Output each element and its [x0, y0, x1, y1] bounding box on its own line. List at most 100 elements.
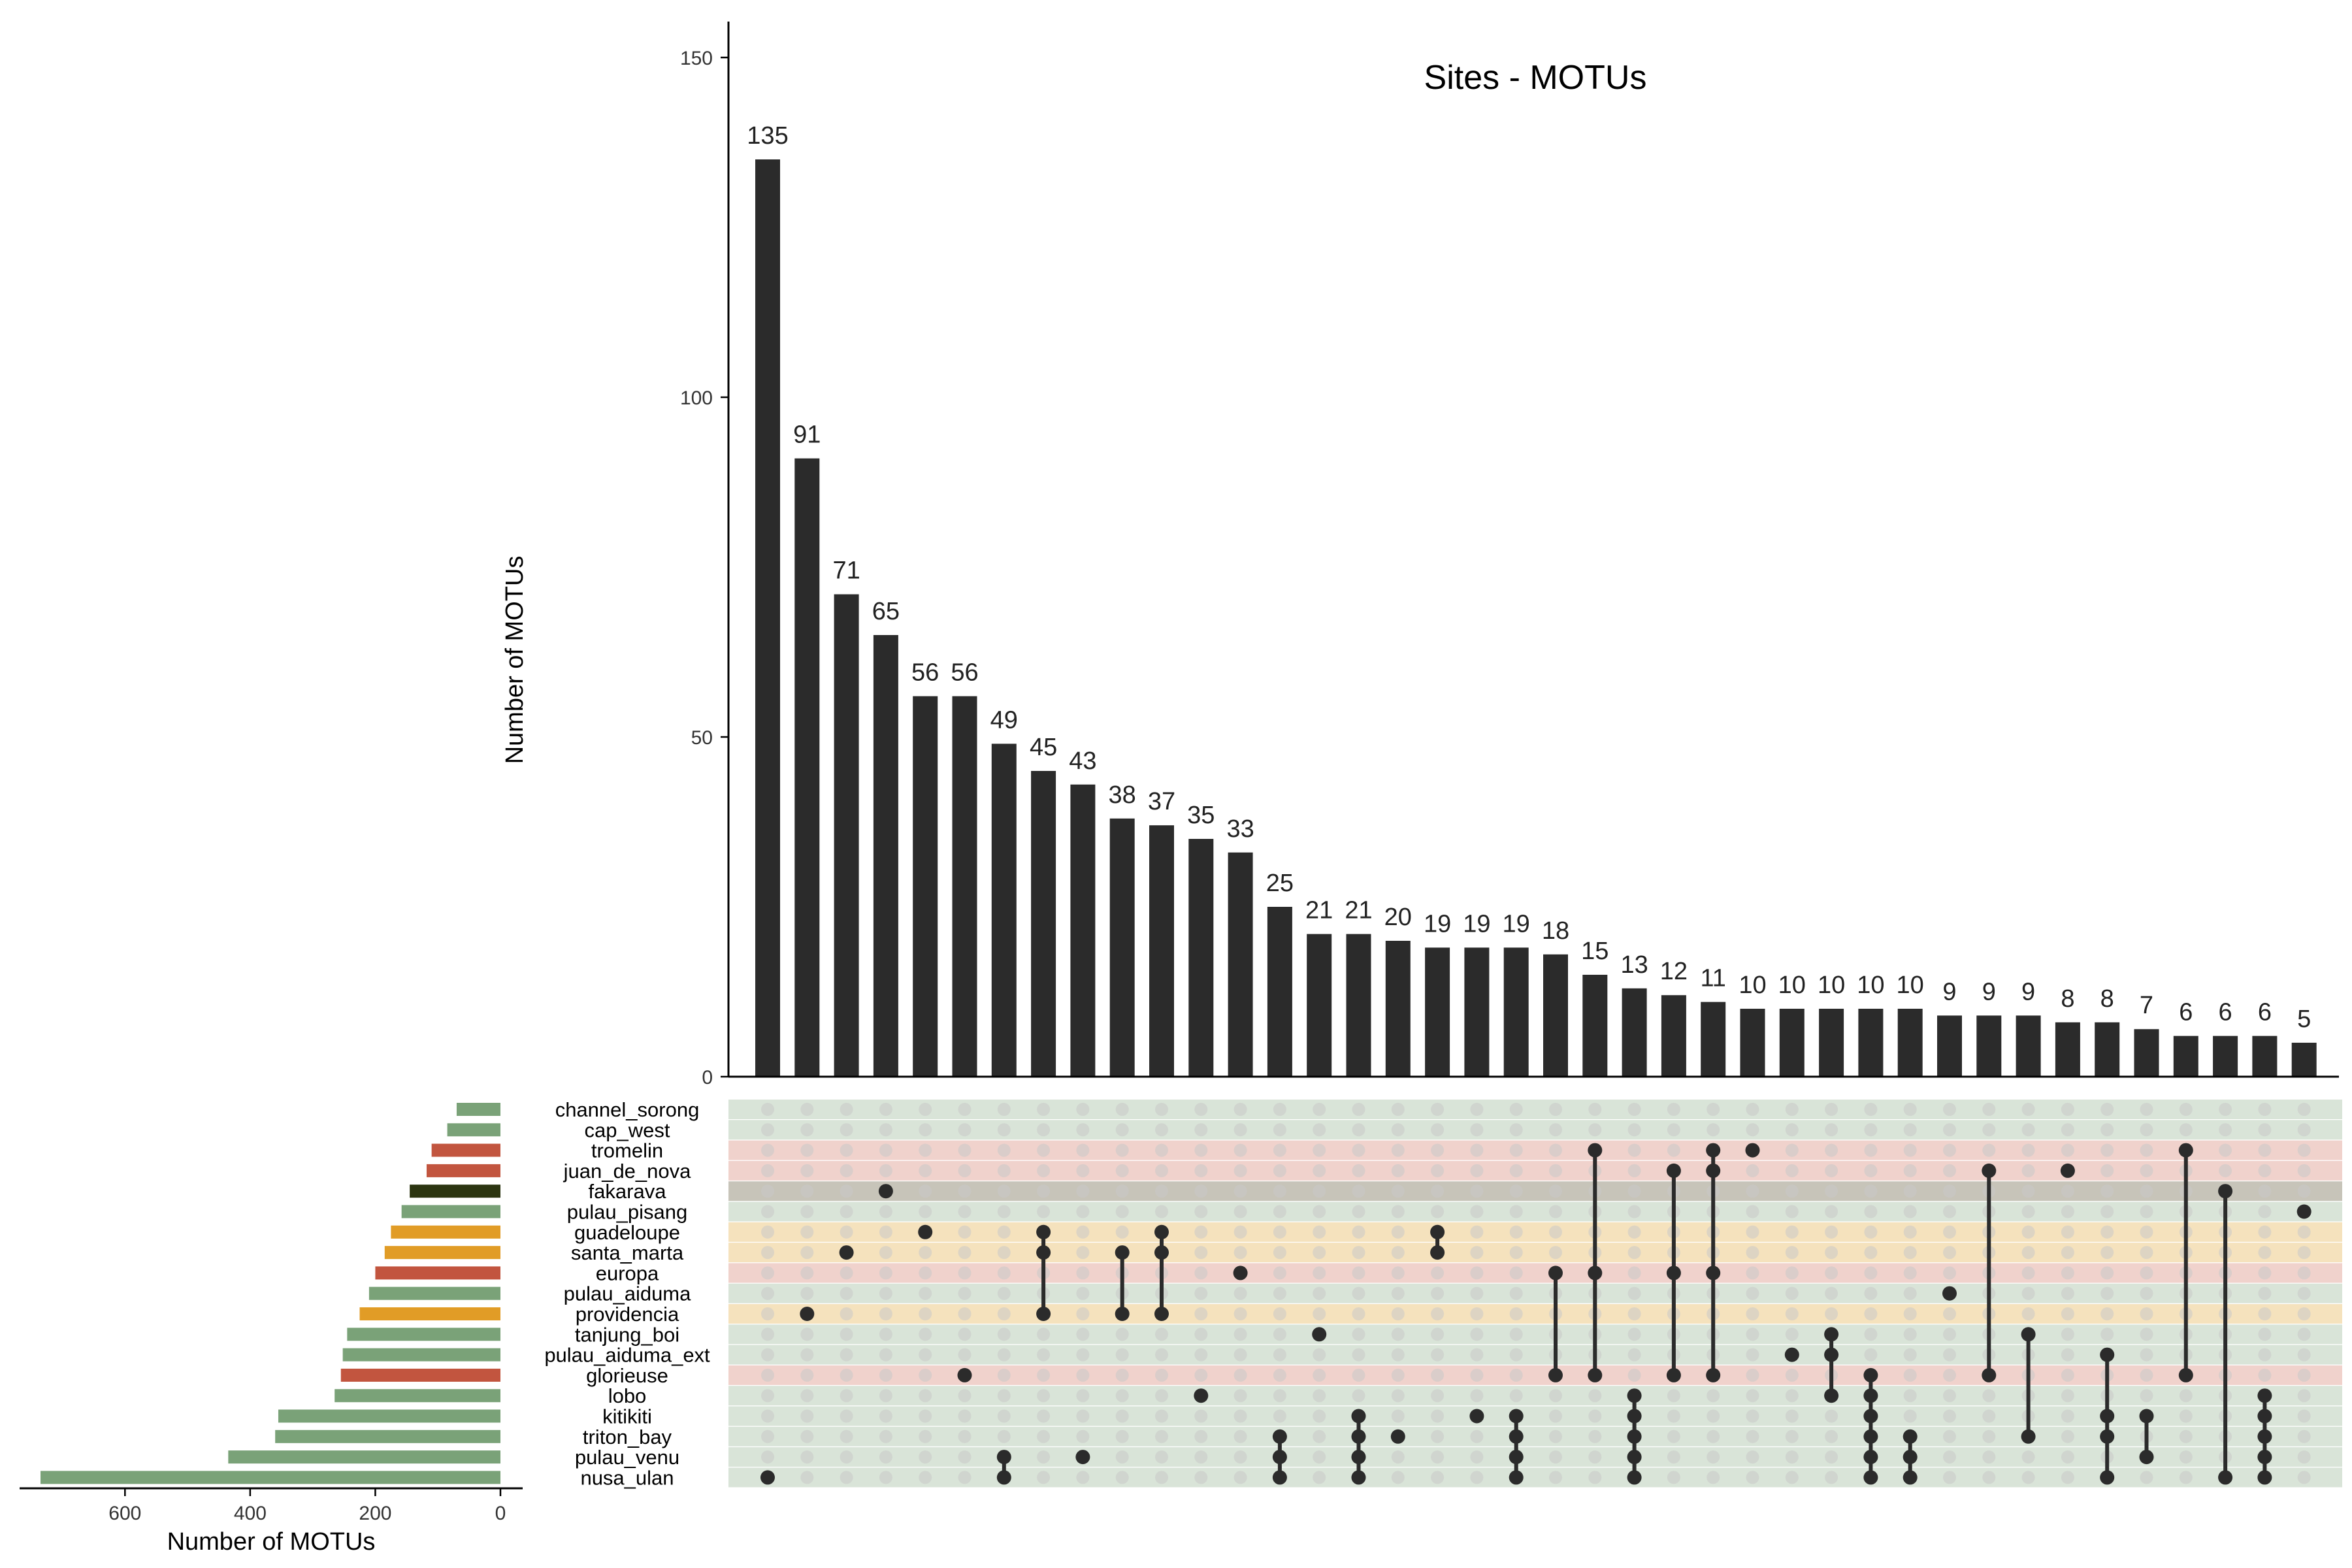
empty-dot [1903, 1123, 1917, 1137]
empty-dot [1233, 1123, 1247, 1137]
empty-dot [879, 1286, 892, 1300]
empty-dot [1273, 1103, 1286, 1116]
empty-dot [958, 1246, 972, 1260]
intersection-bar-label: 9 [1982, 978, 1996, 1005]
empty-dot [919, 1348, 932, 1362]
empty-dot [1352, 1368, 1365, 1382]
empty-dot [2297, 1143, 2311, 1157]
empty-dot [2179, 1429, 2193, 1443]
matrix-empty-dots [761, 1103, 2311, 1484]
empty-dot [997, 1429, 1011, 1443]
empty-dot [2061, 1205, 2074, 1218]
intersection-bar [913, 696, 938, 1077]
empty-dot [1273, 1143, 1286, 1157]
empty-dot [1470, 1103, 1484, 1116]
empty-dot [879, 1103, 892, 1116]
empty-dot [1313, 1184, 1326, 1198]
empty-dot [1313, 1450, 1326, 1464]
empty-dot [1273, 1348, 1286, 1362]
empty-dot [1903, 1328, 1917, 1341]
empty-dot [1431, 1184, 1445, 1198]
empty-dot [1903, 1348, 1917, 1362]
empty-dot [1391, 1205, 1405, 1218]
intersection-bar [1937, 1015, 1962, 1077]
empty-dot [2219, 1143, 2232, 1157]
active-dot [1745, 1143, 1760, 1158]
set-axis-tick-label: 600 [108, 1503, 141, 1524]
set-label-pulau_aiduma_ext: pulau_aiduma_ext [544, 1344, 710, 1367]
empty-dot [1155, 1143, 1168, 1157]
empty-dot [1076, 1409, 1090, 1423]
empty-dot [1076, 1266, 1090, 1280]
empty-dot [1549, 1225, 1562, 1239]
empty-dot [1943, 1225, 1956, 1239]
empty-dot [1470, 1205, 1484, 1218]
empty-dot [1627, 1164, 1641, 1177]
intersection-bar-label: 25 [1266, 870, 1294, 897]
empty-dot [2258, 1307, 2272, 1320]
empty-dot [1825, 1103, 1838, 1116]
intersection-bar-label: 37 [1148, 788, 1175, 815]
intersection-bar [2291, 1043, 2317, 1077]
empty-dot [1825, 1246, 1838, 1260]
intersection-bar [1582, 975, 1608, 1077]
empty-dot [1746, 1368, 1759, 1382]
empty-dot [1352, 1103, 1365, 1116]
empty-dot [997, 1328, 1011, 1341]
empty-dot [1549, 1123, 1562, 1137]
intersection-bar [2095, 1022, 2120, 1077]
empty-dot [1627, 1123, 1641, 1137]
empty-dot [997, 1143, 1011, 1157]
empty-dot [800, 1389, 814, 1403]
active-dot [1706, 1143, 1721, 1158]
empty-dot [1588, 1471, 1602, 1484]
empty-dot [1115, 1471, 1129, 1484]
intersection-bar-label: 13 [1620, 951, 1648, 979]
intersection-bar [2173, 1036, 2198, 1077]
empty-dot [1076, 1164, 1090, 1177]
empty-dot [1509, 1205, 1523, 1218]
empty-dot [1233, 1164, 1247, 1177]
active-dot [2139, 1409, 2154, 1424]
active-dot [2100, 1347, 2115, 1362]
empty-dot [1746, 1266, 1759, 1280]
empty-dot [1627, 1328, 1641, 1341]
intersection-bar [794, 458, 820, 1077]
active-dot [1272, 1429, 1287, 1444]
empty-dot [1825, 1409, 1838, 1423]
empty-dot [2140, 1471, 2153, 1484]
empty-dot [1588, 1103, 1602, 1116]
empty-dot [2140, 1123, 2153, 1137]
active-dot [2257, 1409, 2272, 1424]
intersection-bar [834, 594, 859, 1077]
set-size-bar-tromelin [431, 1143, 500, 1157]
intersection-bar-label: 71 [832, 557, 860, 585]
empty-dot [1785, 1205, 1799, 1218]
empty-dot [2258, 1246, 2272, 1260]
set-label-pulau_aiduma: pulau_aiduma [564, 1282, 692, 1305]
empty-dot [1982, 1450, 1996, 1464]
empty-dot [840, 1307, 853, 1320]
empty-dot [1903, 1164, 1917, 1177]
empty-dot [1037, 1184, 1051, 1198]
active-dot [800, 1307, 815, 1321]
empty-dot [879, 1450, 892, 1464]
active-dot [1548, 1367, 1563, 1382]
empty-dot [1233, 1328, 1247, 1341]
empty-dot [1549, 1103, 1562, 1116]
empty-dot [2219, 1103, 2232, 1116]
empty-dot [1785, 1164, 1799, 1177]
empty-dot [1037, 1389, 1051, 1403]
empty-dot [1194, 1368, 1208, 1382]
empty-dot [840, 1450, 853, 1464]
empty-dot [1825, 1123, 1838, 1137]
empty-dot [1115, 1103, 1129, 1116]
empty-dot [997, 1103, 1011, 1116]
active-dot [2178, 1143, 2193, 1158]
empty-dot [2258, 1123, 2272, 1137]
empty-dot [800, 1184, 814, 1198]
empty-dot [1470, 1143, 1484, 1157]
intersection-bar [2213, 1036, 2238, 1077]
empty-dot [1391, 1286, 1405, 1300]
empty-dot [997, 1205, 1011, 1218]
